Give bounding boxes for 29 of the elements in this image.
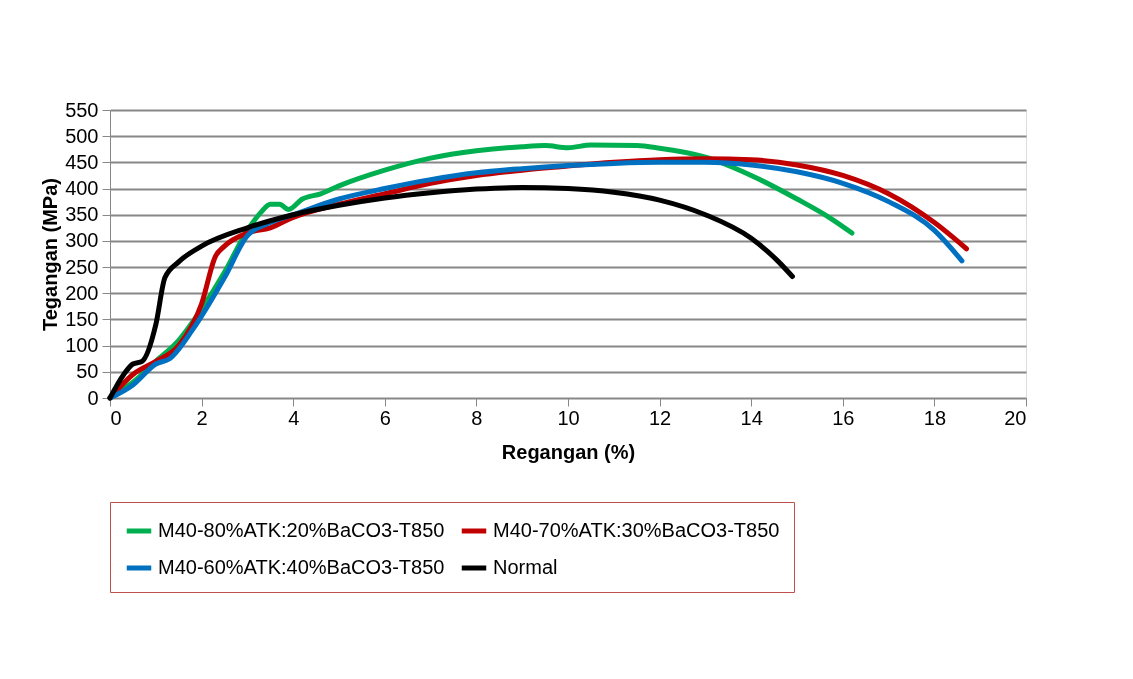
x-tick-label: 0	[110, 406, 122, 429]
y-tick-label: 0	[87, 386, 99, 409]
y-tick-label: 300	[65, 229, 99, 252]
y-tick-label: 100	[65, 334, 99, 357]
y-tick-label: 200	[65, 281, 99, 304]
x-tick-label: 2	[196, 406, 208, 429]
legend-label: Normal	[493, 556, 558, 578]
x-tick-label: 18	[923, 406, 947, 429]
y-tick-label: 150	[65, 307, 99, 330]
y-tick-label: 400	[65, 177, 99, 200]
y-tick-label: 350	[65, 203, 99, 226]
y-tick-label: 500	[65, 124, 99, 147]
x-tick-label: 14	[740, 406, 763, 429]
legend-label: M40-80%ATK:20%BaCO3-T850	[158, 519, 445, 541]
y-tick-label: 550	[65, 98, 99, 121]
x-tick-label: 4	[288, 406, 300, 429]
x-tick-label: 20	[1004, 406, 1027, 429]
y-tick-label: 450	[65, 150, 99, 173]
y-tick-label: 50	[76, 360, 99, 383]
legend-label: M40-60%ATK:40%BaCO3-T850	[158, 556, 445, 578]
x-tick-label: 12	[648, 406, 672, 429]
y-tick-label: 250	[65, 255, 99, 278]
legend-label: M40-70%ATK:30%BaCO3-T850	[493, 519, 780, 541]
x-tick-label: 16	[832, 406, 855, 429]
x-axis-title: Regangan (%)	[501, 440, 636, 463]
x-tick-label: 10	[557, 406, 580, 429]
x-tick-label: 8	[471, 406, 483, 429]
y-axis-title: Tegangan (MPa)	[39, 178, 62, 331]
x-tick-label: 6	[379, 406, 391, 429]
